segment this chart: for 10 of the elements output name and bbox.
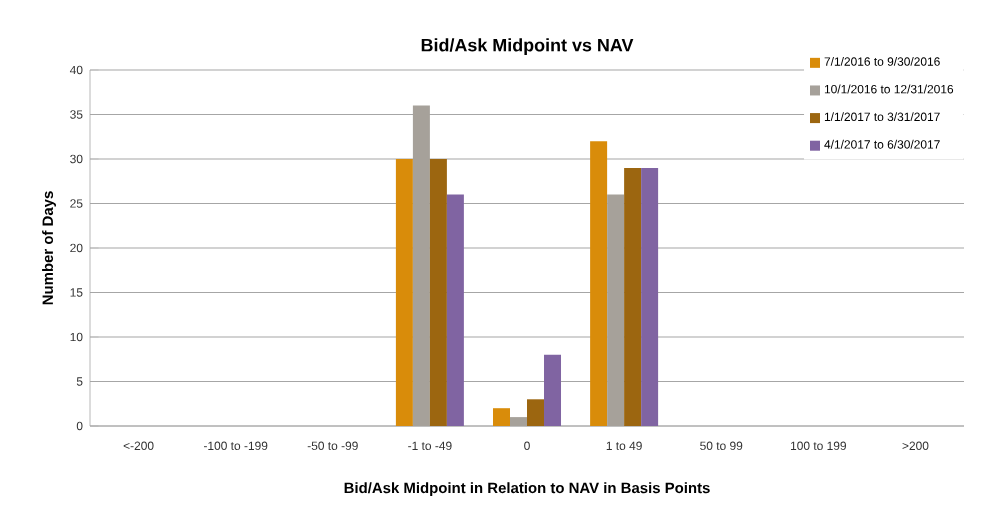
chart-title: Bid/Ask Midpoint vs NAV	[421, 38, 634, 56]
bar	[395, 159, 413, 426]
bar	[429, 159, 447, 426]
bar	[446, 194, 464, 426]
bar	[493, 408, 510, 426]
bar	[527, 399, 545, 426]
bar	[544, 354, 562, 426]
bar	[590, 141, 608, 426]
bar	[624, 167, 642, 426]
bar	[641, 167, 659, 426]
